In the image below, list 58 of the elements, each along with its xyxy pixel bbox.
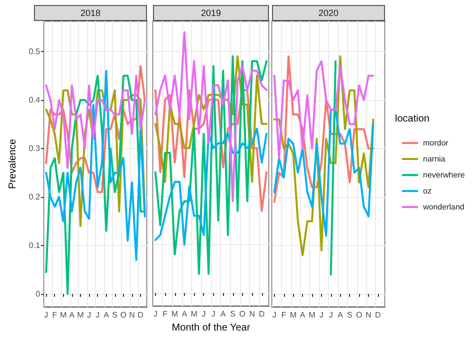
y-tick-label: 0.3 <box>28 144 41 153</box>
line-series <box>45 70 146 261</box>
x-tick-label: J <box>319 310 324 320</box>
legend-label: mordor <box>423 138 449 148</box>
x-tick-label: A <box>69 310 76 320</box>
x-tick-label: M <box>60 310 67 320</box>
legend-label: oz <box>423 186 432 196</box>
y-tick-label: 0.4 <box>28 96 41 105</box>
legend-label: wonderland <box>422 202 464 212</box>
x-tick-label: A <box>182 310 188 319</box>
x-tick-label: S <box>347 310 352 320</box>
x-tick-label: J <box>272 310 276 320</box>
x-tick-label: M <box>190 310 198 319</box>
x-tick-label: J <box>96 310 100 320</box>
chart-title: 2019 <box>153 5 269 21</box>
x-tick-label: M <box>77 310 84 320</box>
x-tick-label: M <box>290 310 297 320</box>
x-tick-label: A <box>338 310 344 320</box>
x-tick-label: D <box>375 310 382 320</box>
y-tick-label: 0.5 <box>28 47 41 56</box>
x-tick-label: J <box>87 310 92 320</box>
x-tick-label: S <box>230 310 236 319</box>
line-series <box>45 74 146 295</box>
x-tick-label: A <box>104 310 110 320</box>
chart-title: 2018 <box>34 5 147 21</box>
x-tick-label: M <box>308 310 316 320</box>
x-tick-label: M <box>171 310 178 319</box>
legend-label: narnia <box>423 154 446 164</box>
x-axis-title: Month of the Year <box>172 322 251 334</box>
x-tick-label: F <box>52 310 58 320</box>
x-tick-label: F <box>281 310 286 320</box>
line-series <box>45 65 146 194</box>
x-tick-label: J <box>153 310 158 319</box>
y-tick-label: 0.1 <box>28 240 41 250</box>
y-tick-label: 0.2 <box>28 192 41 202</box>
x-tick-label: N <box>129 310 136 320</box>
y-tick-label: 0 <box>36 289 41 298</box>
x-tick-label: A <box>300 310 306 320</box>
x-tick-label: J <box>202 310 206 319</box>
legend-label: neverwhere <box>423 170 466 180</box>
line-series <box>45 89 146 228</box>
x-tick-label: J <box>328 310 333 320</box>
x-tick-label: N <box>249 310 256 319</box>
x-tick-label: O <box>120 310 127 320</box>
line-series <box>45 74 146 169</box>
x-tick-label: F <box>162 310 168 319</box>
x-tick-label: O <box>239 310 246 319</box>
x-tick-label: A <box>220 310 226 319</box>
chart-title: 2020 <box>272 5 385 21</box>
x-tick-label: D <box>138 310 144 320</box>
y-axis-title: Prevalence <box>8 138 18 190</box>
x-tick-label: J <box>211 310 216 319</box>
x-tick-label: N <box>366 310 372 320</box>
x-tick-label: S <box>112 310 118 320</box>
x-tick-label: O <box>356 310 362 320</box>
legend-title: location <box>395 114 430 124</box>
x-tick-label: D <box>258 310 265 319</box>
x-tick-label: J <box>44 310 48 320</box>
